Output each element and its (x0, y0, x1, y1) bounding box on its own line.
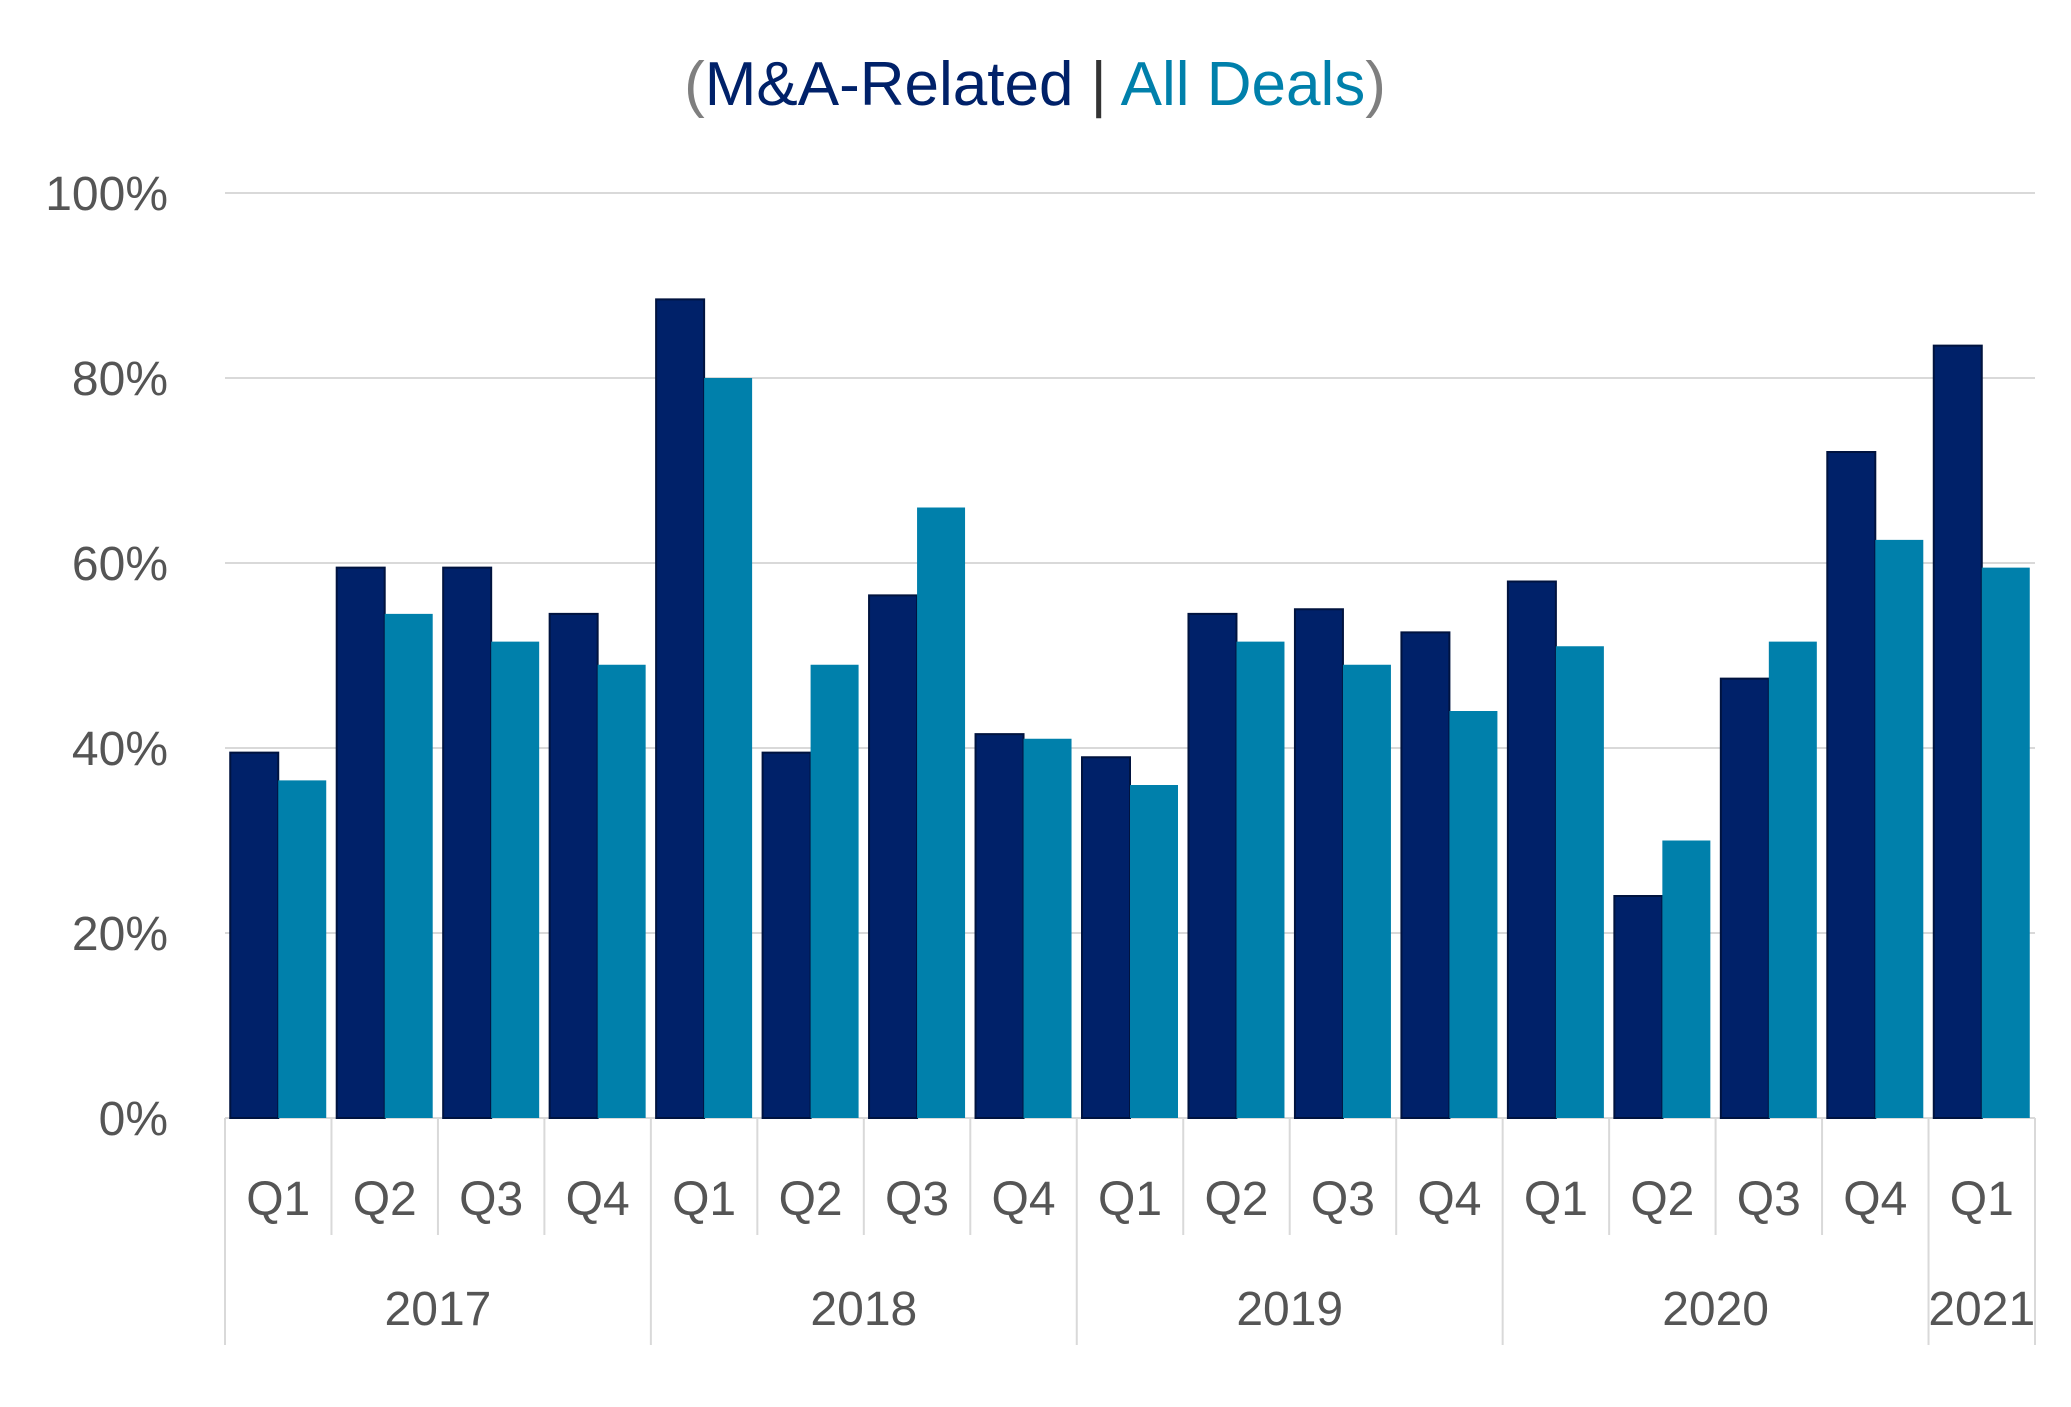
y-tick-label: 80% (72, 353, 168, 406)
bar-all-deals (384, 613, 433, 1118)
x-year-label: 2021 (1928, 1283, 2035, 1336)
bar-ma-related (1719, 677, 1770, 1119)
bar-ma-related (1506, 580, 1557, 1119)
bar-ma-related (1613, 895, 1664, 1119)
title-series-ma: M&A-Related (705, 50, 1074, 119)
x-tick-label: Q3 (459, 1173, 523, 1226)
y-tick-label: 40% (72, 723, 168, 776)
title-separator: | (1073, 50, 1120, 119)
bar-all-deals (1875, 539, 1924, 1118)
x-tick-label: Q1 (1524, 1173, 1588, 1226)
x-tick-label: Q2 (353, 1173, 417, 1226)
x-year-label: 2017 (385, 1283, 492, 1336)
bar-all-deals (1023, 738, 1072, 1118)
bar-all-deals (1130, 785, 1178, 1118)
bar-all-deals (917, 507, 966, 1118)
bar-ma-related (335, 566, 386, 1119)
y-tick-label: 0% (99, 1093, 168, 1146)
x-tick-label: Q2 (779, 1173, 843, 1226)
title-open-paren: ( (684, 50, 705, 119)
bar-ma-related (1400, 631, 1451, 1119)
x-tick-label: Q1 (1098, 1173, 1162, 1226)
x-year-label: 2018 (810, 1283, 917, 1336)
bar-ma-related (761, 751, 812, 1119)
x-tick-label: Q2 (1204, 1173, 1268, 1226)
bar-ma-related (1293, 608, 1344, 1119)
x-tick-label: Q3 (1737, 1173, 1801, 1226)
x-tick-label: Q1 (672, 1173, 736, 1226)
bar-all-deals (1555, 646, 1604, 1118)
bar-all-deals (597, 664, 646, 1118)
bar-all-deals (491, 641, 540, 1118)
y-axis-ticks: 0% 20% 40% 60% 80% 100% (45, 168, 168, 1146)
chart-title: (M&A-Related | All Deals) (684, 50, 1386, 119)
bar-ma-related (974, 733, 1025, 1119)
x-year-label: 2020 (1662, 1283, 1769, 1336)
bar-all-deals (1981, 567, 2030, 1118)
x-tick-label: Q4 (992, 1173, 1056, 1226)
bar-all-deals (1449, 711, 1498, 1118)
bar-all-deals (704, 378, 753, 1118)
title-series-all: All Deals (1121, 50, 1366, 119)
bar-ma-related (442, 566, 493, 1119)
x-tick-label: Q4 (1417, 1173, 1481, 1226)
x-tick-label: Q4 (1843, 1173, 1907, 1226)
bar-ma-related (655, 298, 706, 1119)
x-axis: Q1 Q2 Q3 Q4 Q1 Q2 Q3 Q4 Q1 Q2 Q3 Q4 Q1 Q2 Q3 Q4 Q1 2017 20… (224, 1118, 2036, 1345)
y-tick-label: 20% (72, 908, 168, 961)
x-tick-label: Q2 (1630, 1173, 1694, 1226)
bar-ma-related (868, 594, 919, 1119)
bar-ma-related (1826, 451, 1877, 1119)
bar-ma-related (1932, 344, 1983, 1119)
bars (229, 298, 2030, 1119)
x-tick-label: Q3 (1311, 1173, 1375, 1226)
bar-all-deals (1342, 664, 1391, 1118)
bar-all-deals (1768, 641, 1817, 1118)
x-tick-label: Q1 (1950, 1173, 2014, 1226)
x-tick-label: Q1 (246, 1173, 310, 1226)
x-tick-label: Q3 (885, 1173, 949, 1226)
title-close-paren: ) (1365, 50, 1386, 119)
x-tick-label: Q4 (566, 1173, 630, 1226)
bar-all-deals (1236, 641, 1285, 1118)
bar-ma-related (548, 612, 599, 1119)
bar-ma-related (1081, 756, 1131, 1119)
y-tick-label: 100% (45, 168, 168, 221)
bar-all-deals (810, 664, 859, 1118)
bar-all-deals (278, 780, 327, 1118)
bar-all-deals (1662, 840, 1711, 1118)
bar-ma-related (1187, 612, 1238, 1119)
bar-ma-related (229, 751, 280, 1119)
y-tick-label: 60% (72, 538, 168, 591)
x-year-label: 2019 (1236, 1283, 1343, 1336)
